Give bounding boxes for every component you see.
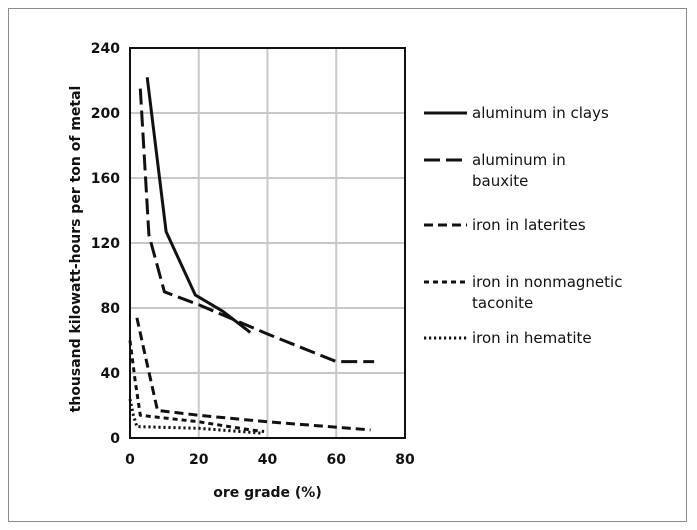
x-tick-label-4: 80 [395,452,415,468]
series-line-3 [128,340,265,433]
x-tick-label-3: 60 [327,452,347,468]
y-tick-label-6: 240 [91,41,120,57]
series-line-1 [138,88,375,364]
legend-label-3-line-1: taconite [472,294,533,312]
y-tick-label-0: 0 [110,431,120,447]
legend-label-1-line-1: bauxite [472,172,528,190]
series-line-2 [135,317,371,432]
y-tick-label-1: 40 [101,366,121,382]
y-tick-label-4: 160 [91,171,120,187]
plot-area-border [129,47,406,439]
legend-label-1-line-0: aluminum in [472,151,566,169]
legend-label-2: iron in laterites [472,216,586,234]
x-tick-label-1: 20 [189,452,209,468]
x-tick-labels: 0 20 40 60 80 [125,452,415,468]
series-lines [128,77,375,435]
y-tick-label-2: 80 [101,301,121,317]
series-line-4 [128,398,261,435]
y-tick-label-5: 200 [91,106,120,122]
chart-frame [8,8,687,522]
y-tick-labels: 0 40 80 120 160 200 240 [91,41,120,447]
x-tick-label-2: 40 [258,452,278,468]
x-axis-label: ore grade (%) [213,485,321,501]
legend-label-4: iron in hematite [472,329,592,347]
legend-label-0: aluminum in clays [472,104,609,122]
legend-label-3-line-0: iron in nonmagnetic [472,273,622,291]
legend: aluminum in clays aluminum in bauxite iron … [424,104,622,347]
y-tick-label-3: 120 [91,236,120,252]
x-tick-label-0: 0 [125,452,135,468]
y-axis-label: thousand kilowatt-hours per ton of metal [68,86,84,413]
